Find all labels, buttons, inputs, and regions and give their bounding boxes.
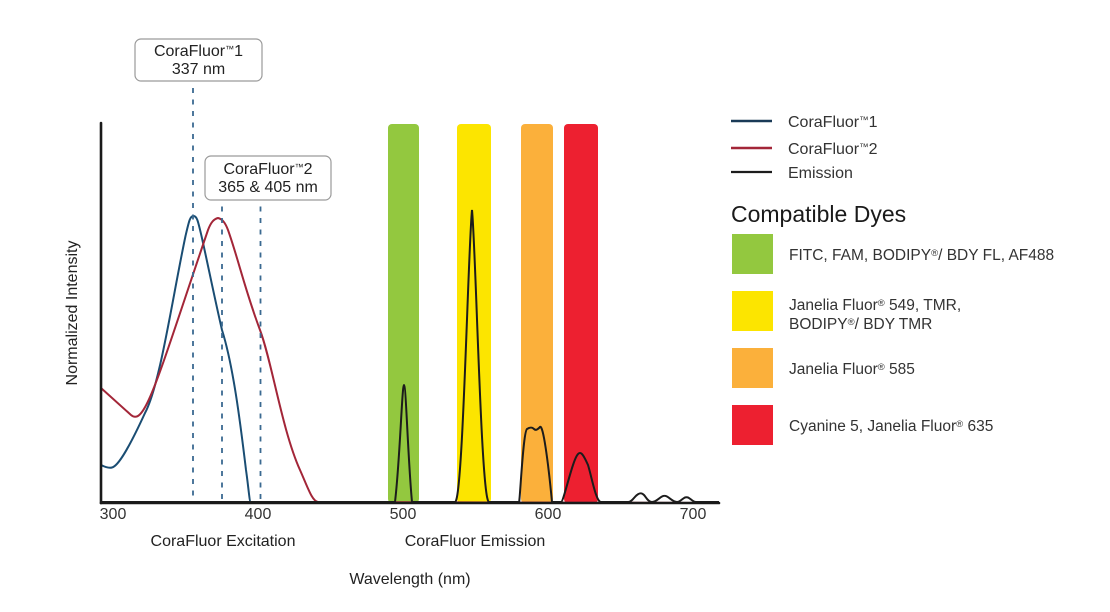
svg-text:CoraFluor™2: CoraFluor™2 (788, 141, 878, 158)
svg-text:Janelia Fluor® 549, TMR,: Janelia Fluor® 549, TMR, (789, 297, 961, 314)
svg-text:Cyanine 5, Janelia Fluor® 635: Cyanine 5, Janelia Fluor® 635 (789, 418, 993, 435)
svg-text:Normalized Intensity: Normalized Intensity (64, 241, 81, 386)
svg-text:Emission: Emission (788, 165, 853, 182)
svg-text:CoraFluor Emission: CoraFluor Emission (405, 533, 545, 550)
svg-text:CoraFluor™1: CoraFluor™1 (788, 114, 878, 131)
svg-text:FITC, FAM, BODIPY®/ BDY FL, AF: FITC, FAM, BODIPY®/ BDY FL, AF488 (789, 247, 1054, 264)
svg-text:CoraFluor Excitation: CoraFluor Excitation (151, 533, 296, 550)
svg-text:Janelia Fluor® 585: Janelia Fluor® 585 (789, 361, 915, 378)
svg-text:700: 700 (680, 506, 707, 523)
svg-text:Wavelength (nm): Wavelength (nm) (349, 571, 470, 588)
svg-text:337 nm: 337 nm (172, 61, 225, 78)
svg-text:500: 500 (390, 506, 417, 523)
svg-text:Compatible Dyes: Compatible Dyes (731, 201, 906, 227)
svg-text:400: 400 (245, 506, 272, 523)
svg-text:600: 600 (535, 506, 562, 523)
svg-text:BODIPY®/ BDY TMR: BODIPY®/ BDY TMR (789, 316, 932, 333)
svg-text:365 & 405 nm: 365 & 405 nm (218, 179, 318, 196)
svg-text:300: 300 (100, 506, 127, 523)
